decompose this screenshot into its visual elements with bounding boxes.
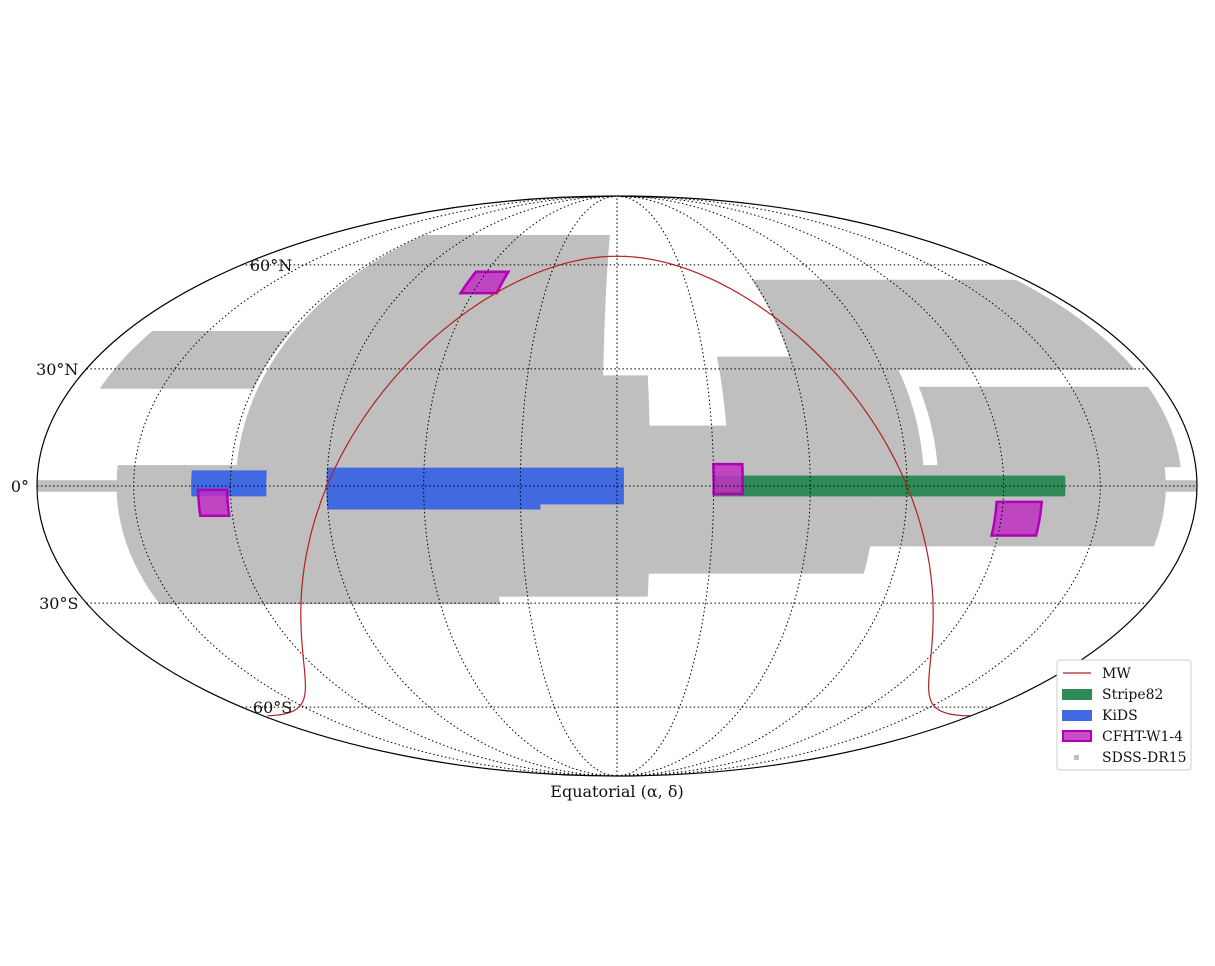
sdss-footprint-region bbox=[646, 425, 876, 574]
map-grid bbox=[37, 195, 1197, 777]
sdss-footprint-region bbox=[751, 279, 1135, 370]
meridian-line bbox=[616, 195, 1101, 777]
cfht-w1-4-footprint bbox=[458, 270, 511, 295]
map-boundary bbox=[36, 195, 1198, 777]
legend-entry-sdss: SDSS-DR15 bbox=[1074, 750, 1187, 766]
latitude-label: 30°S bbox=[39, 594, 78, 613]
kids-footprint bbox=[326, 485, 541, 510]
cfht-w1-4-footprint bbox=[990, 500, 1044, 537]
latitude-label: 60°S bbox=[253, 698, 292, 717]
cfht-w1-4-footprint bbox=[196, 488, 231, 518]
latitude-label: 0° bbox=[11, 477, 29, 496]
milky-way-line bbox=[326, 255, 971, 717]
meridian-line bbox=[133, 195, 618, 777]
sdss-footprint bbox=[37, 235, 1197, 605]
latitude-labels: 60°N 30°N 0° 30°S 60°S bbox=[11, 256, 292, 717]
legend-label: CFHT-W1-4 bbox=[1102, 729, 1183, 745]
legend-entry-mw: MW bbox=[1063, 666, 1131, 682]
legend-swatch bbox=[1062, 730, 1092, 742]
legend-entry-stripe82: Stripe82 bbox=[1062, 687, 1163, 703]
legend-entry-kids: KiDS bbox=[1062, 708, 1138, 724]
sdss-footprint-region bbox=[99, 331, 292, 389]
sdss-footprint-region bbox=[918, 386, 1181, 468]
legend-label: SDSS-DR15 bbox=[1102, 750, 1187, 766]
legend-swatch bbox=[1062, 689, 1092, 700]
legend-label: MW bbox=[1102, 666, 1131, 682]
legend-entry-cfht: CFHT-W1-4 bbox=[1062, 729, 1183, 745]
legend: MW Stripe82 KiDS CFHT-W1-4 SDSS-DR15 bbox=[1056, 659, 1192, 771]
legend-label: KiDS bbox=[1102, 708, 1138, 724]
x-axis-label: Equatorial (α, δ) bbox=[550, 782, 683, 801]
meridian-line bbox=[326, 195, 618, 777]
cfht-w1-4-footprint bbox=[712, 462, 744, 496]
legend-swatch bbox=[1062, 710, 1092, 721]
meridian-line bbox=[616, 195, 908, 777]
meridian-line bbox=[229, 195, 618, 777]
legend-label: Stripe82 bbox=[1102, 687, 1163, 703]
milky-way-line bbox=[267, 485, 328, 717]
meridian-line bbox=[616, 195, 1005, 777]
latitude-label: 30°N bbox=[36, 360, 78, 379]
legend-swatch bbox=[1074, 755, 1079, 760]
milky-way-plane bbox=[267, 255, 971, 717]
latitude-label: 60°N bbox=[250, 256, 292, 275]
legend-frame bbox=[1056, 659, 1192, 771]
